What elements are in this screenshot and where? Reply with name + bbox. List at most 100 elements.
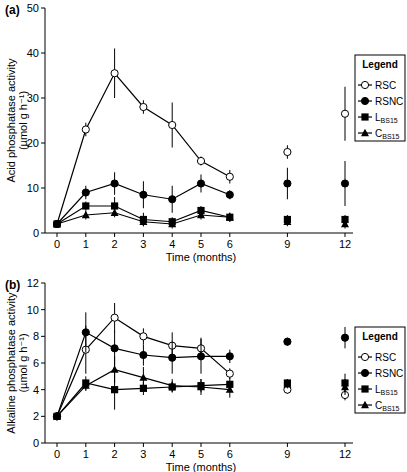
plot-area <box>53 303 349 420</box>
y-axis <box>45 8 46 233</box>
x-tick <box>57 443 58 447</box>
data-point <box>341 383 349 390</box>
data-point <box>197 157 204 164</box>
data-point <box>197 383 205 390</box>
data-point <box>197 180 204 187</box>
data-point <box>169 196 176 203</box>
legend-marker <box>361 113 368 120</box>
data-point <box>111 209 119 216</box>
data-point <box>197 353 204 360</box>
data-point <box>82 381 90 388</box>
series-line <box>57 332 345 416</box>
figure: (a)Acid phosphatase activity(µmol g h⁻¹)… <box>0 0 407 472</box>
x-tick-label: 9 <box>284 448 290 460</box>
series <box>53 208 349 228</box>
x-axis <box>45 233 353 234</box>
data-point <box>111 386 118 393</box>
legend: LegendRSCRSNCLBS15CBS15 <box>355 55 405 141</box>
data-point <box>168 220 176 227</box>
legend-label: RSNC <box>375 368 403 379</box>
plot-area <box>53 49 349 229</box>
y-tick-label: 40 <box>27 47 39 59</box>
x-tick <box>287 443 288 447</box>
x-tick-label: 6 <box>227 448 233 460</box>
y-tick-label: 4 <box>33 384 39 396</box>
x-tick <box>57 233 58 237</box>
data-point <box>82 329 89 336</box>
y-tick-label: 6 <box>33 357 39 369</box>
x-tick-label: 0 <box>54 448 60 460</box>
legend-title: Legend <box>362 59 398 70</box>
data-point <box>111 345 118 352</box>
data-point <box>197 382 204 389</box>
legend-box <box>355 327 405 413</box>
data-point <box>111 314 118 321</box>
y-tick <box>41 143 45 144</box>
series <box>53 303 348 420</box>
x-tick-label: 2 <box>112 448 118 460</box>
series <box>53 197 348 228</box>
data-point <box>226 213 234 220</box>
x-tick <box>85 443 86 447</box>
x-tick <box>172 233 173 237</box>
data-point <box>341 180 348 187</box>
data-point <box>82 211 90 218</box>
data-point <box>283 218 291 225</box>
legend-label: RSC <box>375 80 396 91</box>
y-tick <box>41 233 45 234</box>
data-point <box>284 338 291 345</box>
data-point <box>197 211 205 218</box>
x-tick <box>229 443 230 447</box>
x-tick-label: 9 <box>284 238 290 250</box>
data-point <box>226 385 234 392</box>
y-tick-label: 10 <box>27 304 39 316</box>
data-point <box>341 110 348 117</box>
y-tick-label: 50 <box>27 2 39 14</box>
data-point <box>284 379 291 386</box>
series <box>53 370 348 420</box>
x-tick <box>172 443 173 447</box>
x-tick-label: 3 <box>140 448 146 460</box>
data-point <box>53 412 61 419</box>
panel: (a)Acid phosphatase activity(µmol g h⁻¹)… <box>5 2 353 263</box>
series-line <box>57 370 345 417</box>
series <box>53 312 348 420</box>
legend-box <box>355 55 405 141</box>
x-axis-label: Time (months) <box>166 461 237 472</box>
legend-marker <box>361 353 368 360</box>
legend-marker <box>361 81 368 88</box>
y-tick-label: 0 <box>33 437 39 449</box>
data-point <box>226 353 233 360</box>
x-tick-label: 12 <box>339 238 351 250</box>
data-point <box>140 333 147 340</box>
series-line <box>57 73 345 224</box>
data-point <box>53 220 61 227</box>
data-point <box>140 103 147 110</box>
x-tick <box>143 233 144 237</box>
y-tick <box>41 309 45 310</box>
data-point <box>82 189 89 196</box>
x-tick <box>114 443 115 447</box>
data-point <box>111 365 119 372</box>
x-tick <box>114 233 115 237</box>
x-tick <box>201 233 202 237</box>
y-axis-label: Acid phosphatase activity <box>5 58 17 183</box>
y-tick <box>41 336 45 337</box>
x-tick <box>201 443 202 447</box>
legend-label: CBS15 <box>375 128 399 140</box>
legend-marker <box>361 385 368 392</box>
y-tick-label: 2 <box>33 410 39 422</box>
y-tick <box>41 8 45 9</box>
legend-title: Legend <box>362 331 398 342</box>
series-line <box>57 318 345 417</box>
series-line <box>57 206 345 224</box>
data-point <box>284 148 291 155</box>
x-axis <box>45 443 353 444</box>
legend-label: RSNC <box>375 96 403 107</box>
data-point <box>82 126 89 133</box>
data-point <box>341 334 348 341</box>
data-point <box>226 173 233 180</box>
data-point <box>111 70 118 77</box>
panel: (b)Alkaline phosphatase activity(µmol g … <box>5 277 353 472</box>
y-tick <box>41 389 45 390</box>
